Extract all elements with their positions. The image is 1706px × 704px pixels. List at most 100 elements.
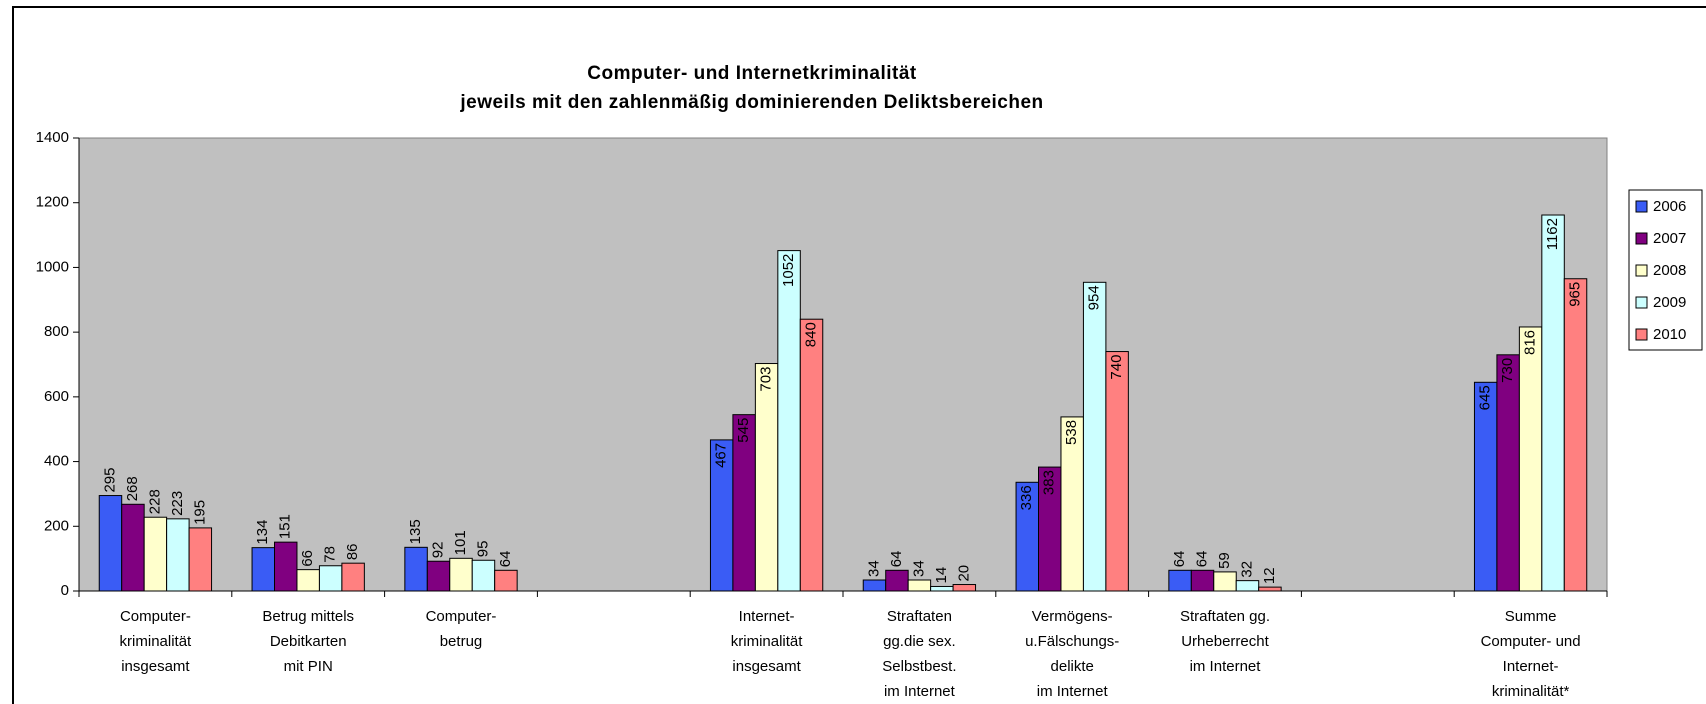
y-tick-label: 1000 [36, 258, 69, 275]
value-label: 64 [1171, 551, 1188, 568]
value-label: 135 [407, 519, 424, 544]
bar [1541, 214, 1565, 592]
value-label: 730 [1499, 358, 1516, 383]
value-label: 1052 [780, 254, 797, 287]
y-tick-label: 0 [61, 582, 69, 599]
value-label: 14 [933, 567, 950, 584]
bar [404, 546, 428, 592]
bar [952, 584, 977, 592]
x-tick-label: kriminalität [731, 633, 804, 650]
legend-swatch [1635, 200, 1648, 213]
legend-label: 2009 [1653, 294, 1686, 311]
x-tick-label: kriminalität* [1492, 683, 1570, 700]
bar [143, 516, 168, 592]
bar [1563, 278, 1588, 592]
y-tick-label: 600 [44, 388, 69, 405]
bar [98, 495, 123, 592]
x-tick-label: Computer- und [1481, 633, 1581, 650]
bar [1235, 580, 1260, 592]
value-label: 86 [344, 543, 361, 560]
y-tick-label: 200 [44, 517, 69, 534]
legend-swatch [1635, 296, 1648, 309]
legend-swatch [1635, 328, 1648, 341]
bar [885, 569, 909, 592]
value-label: 965 [1566, 282, 1583, 307]
value-label: 816 [1522, 330, 1539, 355]
bar [121, 503, 145, 592]
bar [930, 585, 954, 592]
bar [471, 559, 496, 592]
value-label: 703 [758, 367, 775, 392]
value-label: 78 [322, 546, 339, 563]
y-tick-label: 1400 [36, 129, 69, 146]
x-tick-label: gg.die sex. [883, 633, 956, 650]
value-label: 383 [1041, 470, 1058, 495]
value-label: 336 [1018, 485, 1035, 510]
legend-label: 2007 [1653, 230, 1686, 247]
bar [907, 579, 932, 592]
value-label: 64 [497, 551, 514, 568]
x-tick-label: insgesamt [732, 658, 801, 675]
x-tick-label: Summe [1505, 608, 1557, 625]
plot-area [78, 137, 1608, 592]
x-tick-label: kriminalität [120, 633, 193, 650]
value-label: 32 [1238, 561, 1255, 578]
chart-subtitle: jeweils mit den zahlenmäßig dominierende… [459, 92, 1043, 113]
y-tick-label: 1200 [36, 194, 69, 211]
x-tick-label: Internet- [1503, 658, 1559, 675]
bar [862, 579, 887, 592]
bar [1190, 569, 1215, 592]
bar [494, 569, 518, 592]
value-label: 545 [735, 418, 752, 443]
bar [1082, 281, 1107, 592]
value-label: 645 [1477, 385, 1494, 410]
bar [274, 541, 298, 592]
x-tick-label: u.Fälschungs- [1025, 633, 1119, 650]
value-label: 64 [1194, 551, 1211, 568]
value-label: 223 [169, 491, 186, 516]
value-label: 95 [474, 541, 491, 558]
bar [1168, 569, 1192, 592]
value-label: 134 [254, 520, 271, 545]
bar [188, 527, 213, 592]
x-tick-label: Debitkarten [270, 633, 347, 650]
bar [1473, 381, 1498, 592]
bar [1258, 586, 1282, 592]
x-tick-label: Betrug mittels [262, 608, 354, 625]
bar [166, 518, 190, 592]
x-tick-label: Straftaten gg. [1180, 608, 1270, 625]
value-label: 20 [955, 565, 972, 582]
value-label: 59 [1216, 552, 1233, 569]
chart-title: Computer- und Internetkriminalität [587, 63, 917, 84]
x-tick-label: im Internet [1037, 683, 1109, 700]
value-label: 268 [124, 476, 141, 501]
bar [426, 560, 451, 592]
value-label: 101 [452, 530, 469, 555]
x-tick-label: insgesamt [121, 658, 190, 675]
x-tick-label: Computer- [120, 608, 191, 625]
bar [754, 363, 779, 592]
x-tick-label: mit PIN [284, 658, 333, 675]
x-tick-label: Selbstbest. [882, 658, 956, 675]
value-label: 12 [1261, 567, 1278, 584]
bar [449, 557, 473, 592]
value-label: 740 [1108, 355, 1125, 380]
value-label: 92 [430, 542, 447, 559]
x-tick-label: im Internet [1190, 658, 1262, 675]
legend-label: 2010 [1653, 326, 1686, 343]
x-tick-label: Urheberrecht [1181, 633, 1269, 650]
bar [1496, 354, 1520, 592]
value-label: 954 [1086, 285, 1103, 310]
value-label: 228 [146, 489, 163, 514]
value-label: 66 [299, 550, 316, 567]
x-tick-label: Vermögens- [1032, 608, 1113, 625]
value-label: 195 [191, 500, 208, 525]
bar [1105, 351, 1129, 592]
y-tick-label: 400 [44, 453, 69, 470]
value-label: 840 [802, 322, 819, 347]
value-label: 295 [101, 468, 118, 493]
bar [341, 562, 365, 592]
bar [1518, 326, 1543, 592]
legend-label: 2006 [1653, 198, 1686, 215]
value-label: 467 [713, 443, 730, 468]
